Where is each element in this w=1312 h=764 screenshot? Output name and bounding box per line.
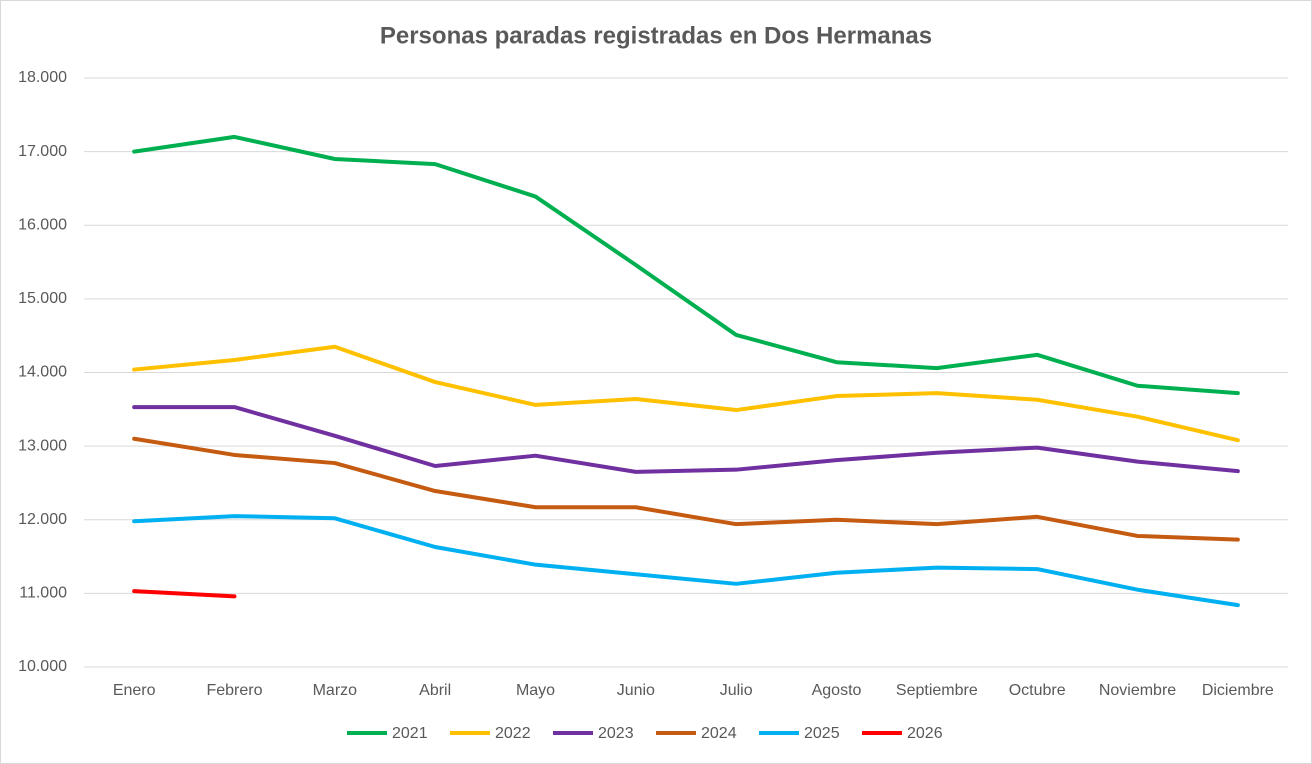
- x-tick-label: Junio: [617, 682, 655, 699]
- legend-label: 2024: [701, 725, 737, 742]
- legend-label: 2022: [495, 725, 531, 742]
- y-tick-label: 12.000: [18, 511, 67, 528]
- y-tick-label: 17.000: [18, 143, 67, 160]
- x-tick-label: Agosto: [812, 682, 862, 699]
- chart-title: Personas paradas registradas en Dos Herm…: [380, 22, 932, 49]
- series-line: [132, 589, 237, 599]
- y-tick-label: 10.000: [18, 658, 67, 675]
- x-tick-label: Abril: [419, 682, 451, 699]
- x-tick-label: Noviembre: [1099, 682, 1176, 699]
- x-tick-label: Mayo: [516, 682, 555, 699]
- y-tick-label: 13.000: [18, 437, 67, 454]
- legend-label: 2021: [392, 725, 428, 742]
- y-tick-label: 18.000: [18, 69, 67, 86]
- y-tick-label: 14.000: [18, 364, 67, 381]
- y-tick-label: 16.000: [18, 216, 67, 233]
- series-line: [132, 436, 1240, 542]
- x-tick-label: Octubre: [1009, 682, 1066, 699]
- x-tick-label: Julio: [720, 682, 753, 699]
- series-line: [132, 134, 1240, 396]
- series-line: [132, 514, 1240, 608]
- legend-label: 2025: [804, 725, 840, 742]
- series-line: [132, 344, 1240, 443]
- x-tick-label: Septiembre: [896, 682, 978, 699]
- x-tick-label: Febrero: [206, 682, 262, 699]
- legend-label: 2023: [598, 725, 634, 742]
- x-tick-label: Enero: [113, 682, 156, 699]
- legend-label: 2026: [907, 725, 943, 742]
- x-tick-label: Diciembre: [1202, 682, 1274, 699]
- series-line: [132, 405, 1240, 474]
- y-tick-label: 15.000: [18, 290, 67, 307]
- x-tick-label: Marzo: [313, 682, 358, 699]
- y-tick-label: 11.000: [19, 585, 67, 602]
